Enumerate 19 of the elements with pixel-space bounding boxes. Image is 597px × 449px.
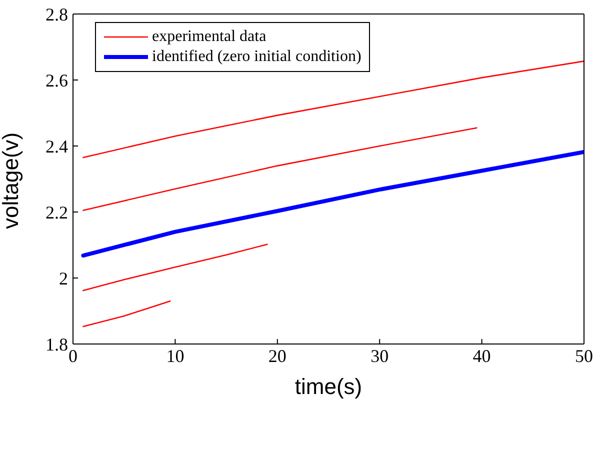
legend-label: experimental data: [152, 28, 266, 46]
legend-label: identified (zero initial condition): [152, 48, 362, 66]
x-tick-label: 50: [575, 346, 593, 366]
x-tick-label: 10: [166, 346, 184, 366]
y-tick-label: 2.6: [46, 70, 68, 90]
x-tick-label: 0: [68, 346, 78, 366]
x-tick-label: 40: [472, 346, 491, 366]
y-tick-label: 2: [59, 268, 68, 288]
x-tick-label: 30: [370, 346, 389, 366]
y-axis-title: voltage(v): [0, 132, 23, 229]
y-tick-label: 2.2: [46, 202, 68, 222]
line-series: [82, 244, 268, 292]
y-tick-label: 2.4: [46, 136, 68, 156]
y-tick-label: 1.8: [46, 334, 68, 354]
x-axis-title: time(s): [294, 374, 362, 399]
x-tick-label: 20: [268, 346, 286, 366]
line-series: [81, 150, 584, 258]
y-tick-label: 2.8: [46, 4, 68, 24]
line-series: [82, 127, 478, 211]
